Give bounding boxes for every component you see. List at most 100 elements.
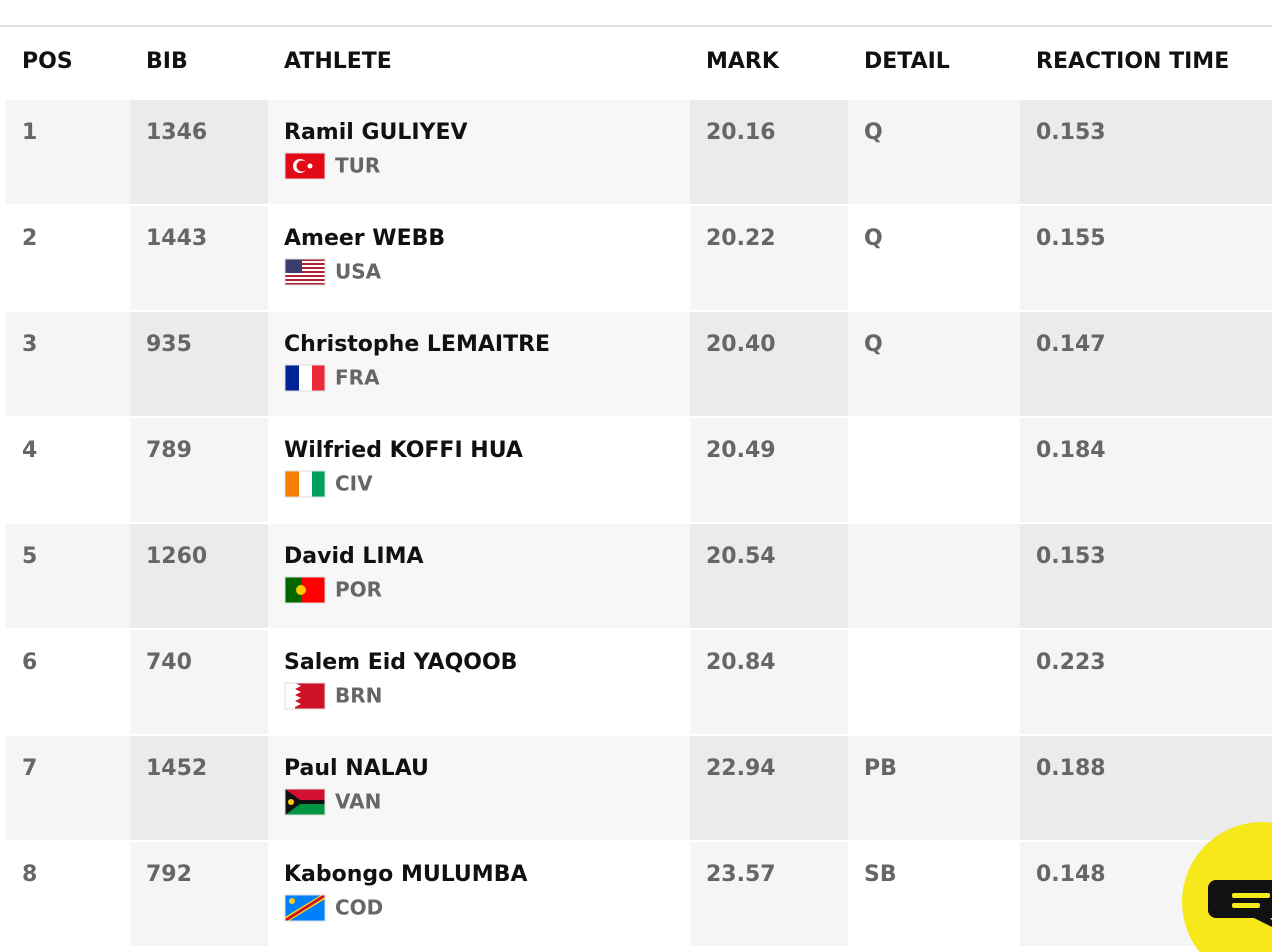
mark-cell: 23.57 [706,862,776,887]
pos-cell: 8 [22,862,37,887]
table-row: 2 1443 20.22 Q 0.155 Ameer WEBB USA [6,206,1272,310]
reaction-cell: 0.147 [1036,332,1106,357]
pos-cell: 3 [22,332,37,357]
cell-background [130,312,268,416]
cell-background [1020,630,1272,734]
flag-border [284,894,326,922]
mark-cell: 20.16 [706,120,776,145]
detail-cell: SB [864,862,897,887]
cell-background [6,524,130,628]
mark-cell: 22.94 [706,756,776,781]
cell-background [6,206,130,310]
flag-part [285,267,325,269]
flag-part [285,895,325,921]
pos-cell: 7 [22,756,37,781]
country-code: VAN [335,790,381,814]
flag-part [299,471,312,497]
flag-part [285,275,325,277]
flag-part [296,585,306,595]
reaction-cell: 0.188 [1036,756,1106,781]
athlete-name: Wilfried KOFFI HUA [284,438,523,463]
flag-part [285,800,325,804]
flag-border [284,788,326,816]
table-row: 6 740 20.84 0.223 Salem Eid YAQOOB BRN [6,630,1272,734]
athlete-name: Ramil GULIYEV [284,120,468,145]
flag-border [284,364,326,392]
cell-background [1020,100,1272,204]
athlete-name: Paul NALAU [284,756,429,781]
flag-part [285,577,301,603]
country-code: CIV [335,472,373,496]
country-code: BRN [335,684,382,708]
cell-background [690,100,848,204]
table-row: 3 935 20.40 Q 0.147 Christophe LEMAITRE FRA [6,312,1272,416]
cell-background [130,630,268,734]
cell-background [6,312,130,416]
column-header: MARK [706,49,780,74]
table-row: 8 792 23.57 SB 0.148 Kabongo MULUMBA COD [6,842,1272,946]
cell-background [268,312,690,416]
detail-cell: Q [864,332,883,357]
country-flag [284,152,326,180]
bib-cell: 935 [146,332,192,357]
country-flag [284,682,326,710]
country-code: TUR [335,154,380,178]
table-row: 7 1452 22.94 PB 0.188 Paul NALAU VAN [6,736,1272,840]
table-row: 5 1260 20.54 0.153 David LIMA POR [6,524,1272,628]
country-flag [284,788,326,816]
cell-background [268,418,690,522]
mark-cell: 20.54 [706,544,776,569]
flag-part [285,263,325,265]
cell-background [848,524,1020,628]
cell-background [690,842,848,946]
mark-cell: 20.22 [706,226,776,251]
flag-part [295,683,301,707]
column-header: BIB [146,49,188,74]
reaction-cell: 0.184 [1036,438,1106,463]
cell-background [690,206,848,310]
cell-background [848,312,1020,416]
column-header: POS [22,49,73,74]
bib-cell: 740 [146,650,192,675]
table-header: POS BIB ATHLETE MARK DETAIL REACTION TIME [22,49,1229,74]
cell-background [268,206,690,310]
cell-background [848,736,1020,840]
cell-background [130,206,268,310]
reaction-cell: 0.155 [1036,226,1106,251]
reaction-cell: 0.148 [1036,862,1106,887]
cell-background [268,736,690,840]
column-header: ATHLETE [284,49,392,74]
mark-cell: 20.40 [706,332,776,357]
cell-background [268,524,690,628]
cell-background [848,418,1020,522]
flag-part [307,163,313,169]
pos-cell: 4 [22,438,37,463]
cell-background [6,842,130,946]
reaction-cell: 0.223 [1036,650,1106,675]
cell-background [268,100,690,204]
flag-part [312,471,325,497]
flag-part [296,160,308,172]
column-header: REACTION TIME [1036,49,1229,74]
chat-button[interactable] [1182,822,1272,952]
bib-cell: 792 [146,862,192,887]
pos-cell: 2 [22,226,37,251]
country-flag [284,258,326,286]
cell-background [268,842,690,946]
cell-background [848,630,1020,734]
cell-background [1020,524,1272,628]
country-flag [284,364,326,392]
bib-cell: 1452 [146,756,207,781]
flag-part [289,898,295,904]
athlete-name: Salem Eid YAQOOB [284,650,517,675]
country-flag [284,470,326,498]
cell-background [690,524,848,628]
detail-cell: Q [864,120,883,145]
detail-cell: Q [864,226,883,251]
chat-icon-line [1232,903,1260,908]
reaction-cell: 0.153 [1036,544,1106,569]
flag-part [285,471,299,497]
cell-background [848,206,1020,310]
cell-background [690,630,848,734]
bib-cell: 789 [146,438,192,463]
